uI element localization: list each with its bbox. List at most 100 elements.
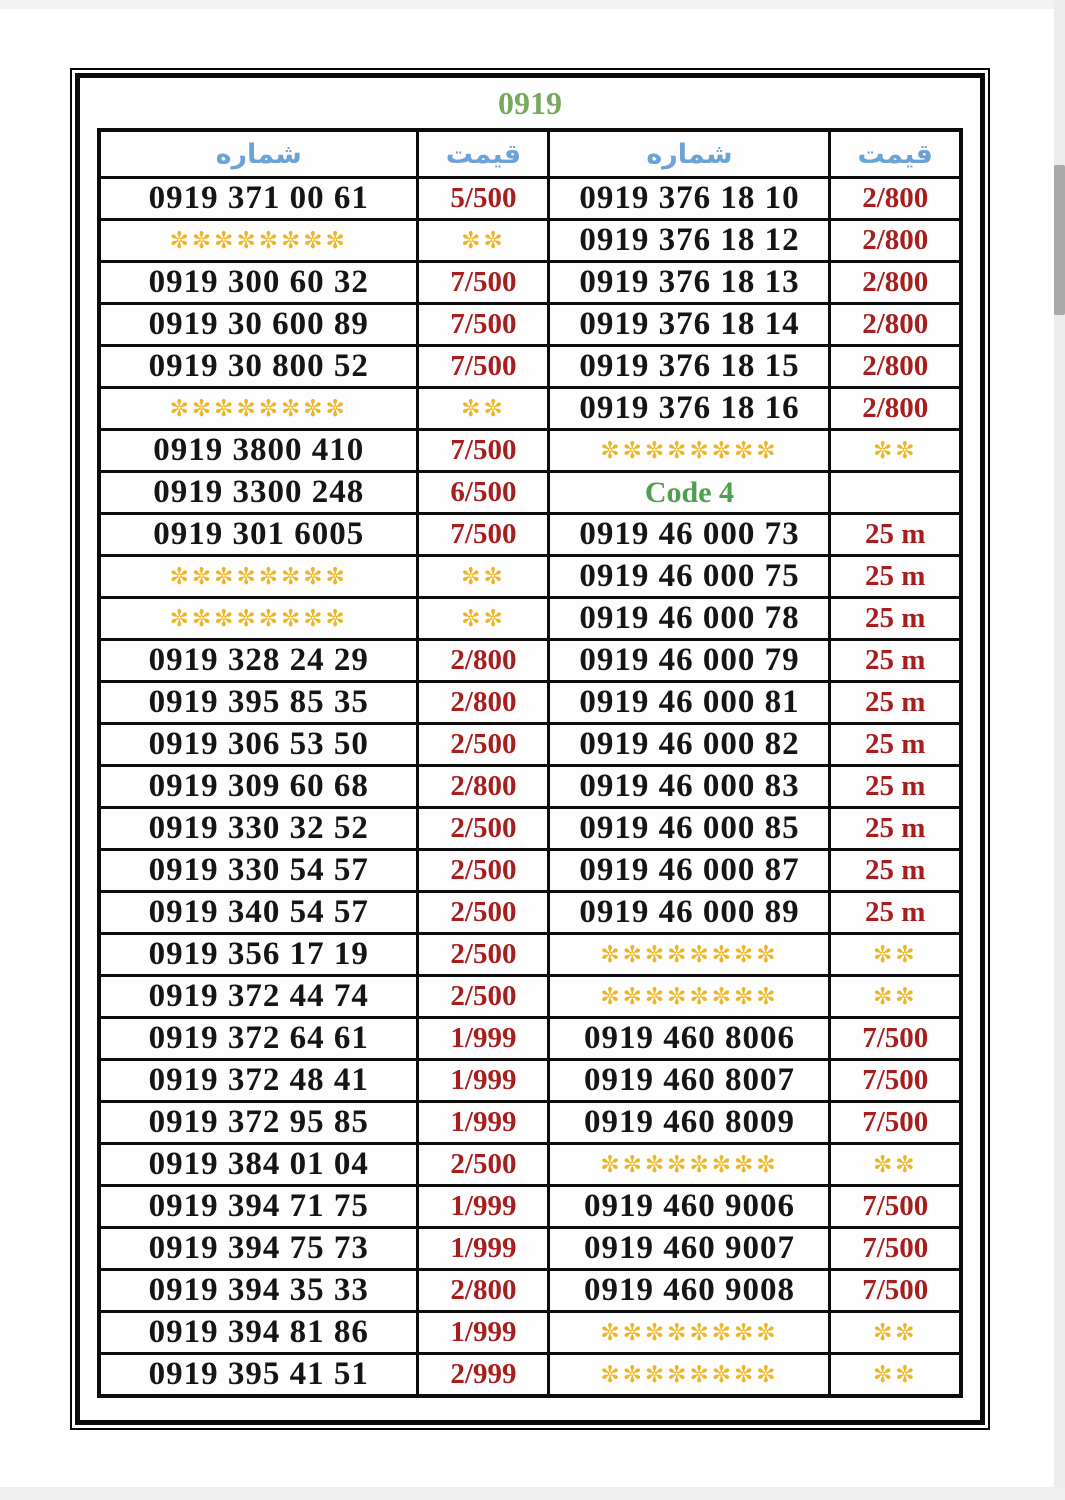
table-row: 0919 395 41 51 2/999 ✼✼✼✼✼✼✼✼ ✼✼ (97, 1352, 963, 1398)
phone-number-cell: 0919 3300 248 (97, 470, 420, 515)
scrollbar-thumb[interactable] (1054, 165, 1065, 315)
table-row: 0919 330 54 57 2/500 0919 46 000 87 25 m (97, 848, 963, 893)
phone-number-cell: 0919 460 9007 (547, 1226, 832, 1271)
price-cell: 1/999 (416, 1310, 551, 1355)
masked-cell: ✼✼ (828, 1142, 963, 1187)
masked-cell: ✼✼✼✼✼✼✼✼ (547, 428, 832, 473)
table-row: 0919 356 17 19 2/500 ✼✼✼✼✼✼✼✼ ✼✼ (97, 932, 963, 977)
price-cell: 7/500 (416, 260, 551, 305)
table-row: ✼✼✼✼✼✼✼✼ ✼✼ 0919 46 000 78 25 m (97, 596, 963, 641)
phone-number-cell: 0919 30 600 89 (97, 302, 420, 347)
phone-number-cell: 0919 372 48 41 (97, 1058, 420, 1103)
price-cell: 2/500 (416, 722, 551, 767)
phone-number-cell: 0919 395 85 35 (97, 680, 420, 725)
price-cell: 7/500 (416, 302, 551, 347)
phone-number-cell: 0919 376 18 12 (547, 218, 832, 263)
table-row: 0919 306 53 50 2/500 0919 46 000 82 25 m (97, 722, 963, 767)
table-row: 0919 371 00 61 5/500 0919 376 18 10 2/800 (97, 176, 963, 221)
scrollbar-track[interactable] (1054, 0, 1065, 1500)
phone-number-cell: 0919 330 32 52 (97, 806, 420, 851)
price-cell: 7/500 (828, 1058, 963, 1103)
price-cell: 2/800 (828, 260, 963, 305)
price-cell: 7/500 (416, 428, 551, 473)
table-row: 0919 301 6005 7/500 0919 46 000 73 25 m (97, 512, 963, 557)
price-cell: 25 m (828, 512, 963, 557)
price-cell: 2/500 (416, 848, 551, 893)
phone-number-cell: 0919 46 000 75 (547, 554, 832, 599)
price-cell: 2/500 (416, 932, 551, 977)
table-row: ✼✼✼✼✼✼✼✼ ✼✼ 0919 376 18 12 2/800 (97, 218, 963, 263)
code-section-label-cell: Code 4 (547, 470, 832, 515)
table-row: 0919 309 60 68 2/800 0919 46 000 83 25 m (97, 764, 963, 809)
column-header-number-left: شماره (97, 128, 420, 179)
table-header-row: شماره قیمت شماره قیمت (97, 128, 963, 179)
empty-price-cell (828, 470, 963, 515)
table-row: 0919 394 81 86 1/999 ✼✼✼✼✼✼✼✼ ✼✼ (97, 1310, 963, 1355)
column-header-price-right: قیمت (828, 128, 963, 179)
price-cell: 25 m (828, 848, 963, 893)
table-row: 0919 394 35 33 2/800 0919 460 9008 7/500 (97, 1268, 963, 1313)
price-cell: 1/999 (416, 1184, 551, 1229)
phone-number-cell: 0919 460 9008 (547, 1268, 832, 1313)
phone-number-cell: 0919 394 81 86 (97, 1310, 420, 1355)
table-row: 0919 328 24 29 2/800 0919 46 000 79 25 m (97, 638, 963, 683)
price-cell: 25 m (828, 596, 963, 641)
phone-number-cell: 0919 46 000 83 (547, 764, 832, 809)
phone-number-cell: 0919 46 000 79 (547, 638, 832, 683)
column-header-price-left: قیمت (416, 128, 551, 179)
masked-cell: ✼✼✼✼✼✼✼✼ (97, 386, 420, 431)
price-cell: 25 m (828, 806, 963, 851)
table-body: 0919 371 00 61 5/500 0919 376 18 10 2/800 ✼✼… (97, 176, 963, 1398)
masked-cell: ✼✼✼✼✼✼✼✼ (97, 554, 420, 599)
table-row: 0919 384 01 04 2/500 ✼✼✼✼✼✼✼✼ ✼✼ (97, 1142, 963, 1187)
price-cell: 25 m (828, 680, 963, 725)
table-row: 0919 372 64 61 1/999 0919 460 8006 7/500 (97, 1016, 963, 1061)
masked-cell: ✼✼✼✼✼✼✼✼ (547, 974, 832, 1019)
price-cell: 7/500 (828, 1184, 963, 1229)
phone-number-cell: 0919 395 41 51 (97, 1352, 420, 1398)
table-row: ✼✼✼✼✼✼✼✼ ✼✼ 0919 376 18 16 2/800 (97, 386, 963, 431)
price-cell: 1/999 (416, 1100, 551, 1145)
masked-cell: ✼✼✼✼✼✼✼✼ (547, 1142, 832, 1187)
price-cell: 2/800 (416, 764, 551, 809)
price-cell: 2/999 (416, 1352, 551, 1398)
phone-number-cell: 0919 372 64 61 (97, 1016, 420, 1061)
price-list-inner-border: 0919 شماره قیمت شماره قیمت 0919 371 00 6… (75, 73, 985, 1425)
table-row: ✼✼✼✼✼✼✼✼ ✼✼ 0919 46 000 75 25 m (97, 554, 963, 599)
price-cell: 25 m (828, 764, 963, 809)
phone-number-cell: 0919 376 18 16 (547, 386, 832, 431)
table-row: 0919 300 60 32 7/500 0919 376 18 13 2/800 (97, 260, 963, 305)
masked-cell: ✼✼✼✼✼✼✼✼ (547, 932, 832, 977)
table-row: 0919 340 54 57 2/500 0919 46 000 89 25 m (97, 890, 963, 935)
price-cell: 25 m (828, 554, 963, 599)
column-header-number-right: شماره (547, 128, 832, 179)
price-cell: 2/800 (828, 176, 963, 221)
masked-cell: ✼✼ (828, 1352, 963, 1398)
phone-number-cell: 0919 46 000 82 (547, 722, 832, 767)
masked-cell: ✼✼ (828, 932, 963, 977)
phone-number-cell: 0919 376 18 10 (547, 176, 832, 221)
price-cell: 2/500 (416, 974, 551, 1019)
phone-number-cell: 0919 46 000 85 (547, 806, 832, 851)
phone-number-cell: 0919 371 00 61 (97, 176, 420, 221)
price-cell: 25 m (828, 638, 963, 683)
price-cell: 7/500 (828, 1226, 963, 1271)
phone-number-cell: 0919 330 54 57 (97, 848, 420, 893)
price-cell: 2/500 (416, 806, 551, 851)
phone-number-cell: 0919 376 18 13 (547, 260, 832, 305)
masked-cell: ✼✼ (416, 218, 551, 263)
price-cell: 2/800 (416, 638, 551, 683)
phone-number-cell: 0919 300 60 32 (97, 260, 420, 305)
price-list-frame: 0919 شماره قیمت شماره قیمت 0919 371 00 6… (70, 68, 990, 1430)
price-cell: 7/500 (828, 1268, 963, 1313)
price-cell: 2/800 (416, 680, 551, 725)
price-cell: 1/999 (416, 1058, 551, 1103)
phone-number-cell: 0919 460 8009 (547, 1100, 832, 1145)
price-cell: 1/999 (416, 1016, 551, 1061)
phone-number-cell: 0919 306 53 50 (97, 722, 420, 767)
phone-number-cell: 0919 340 54 57 (97, 890, 420, 935)
table-row: 0919 394 71 75 1/999 0919 460 9006 7/500 (97, 1184, 963, 1229)
phone-number-cell: 0919 46 000 73 (547, 512, 832, 557)
phone-number-cell: 0919 328 24 29 (97, 638, 420, 683)
phone-number-cell: 0919 460 8007 (547, 1058, 832, 1103)
